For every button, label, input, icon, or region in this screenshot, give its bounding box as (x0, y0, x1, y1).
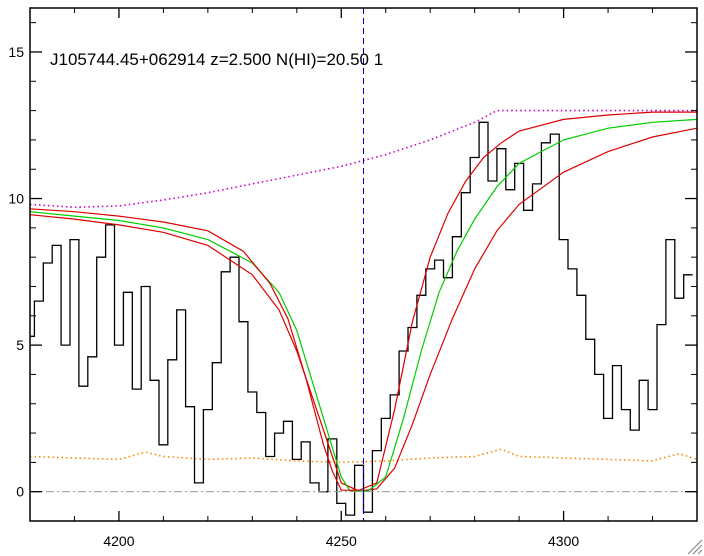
series-fit-lower (30, 127, 697, 492)
series-layer (30, 109, 697, 516)
series-spectrum-flux (30, 121, 693, 516)
chart-title: J105744.45+062914 z=2.500 N(HI)=20.50 1 (50, 50, 383, 69)
series-fit-best (30, 118, 697, 492)
y-tick-label: 0 (16, 484, 24, 500)
series-fit-upper (30, 111, 697, 491)
y-tick-label: 15 (8, 44, 24, 60)
x-tick-label: 4250 (326, 533, 357, 549)
resize-grip-icon[interactable] (687, 539, 703, 555)
reference-lines (30, 8, 697, 521)
axis-ticks: 4200 4250 4300 0 5 10 15 (8, 8, 697, 549)
x-tick-label: 4200 (103, 533, 134, 549)
series-continuum (30, 109, 697, 209)
y-tick-label: 10 (8, 191, 24, 207)
x-tick-label: 4300 (548, 533, 579, 549)
plot-frame (29, 7, 698, 522)
y-tick-label: 5 (16, 337, 24, 353)
